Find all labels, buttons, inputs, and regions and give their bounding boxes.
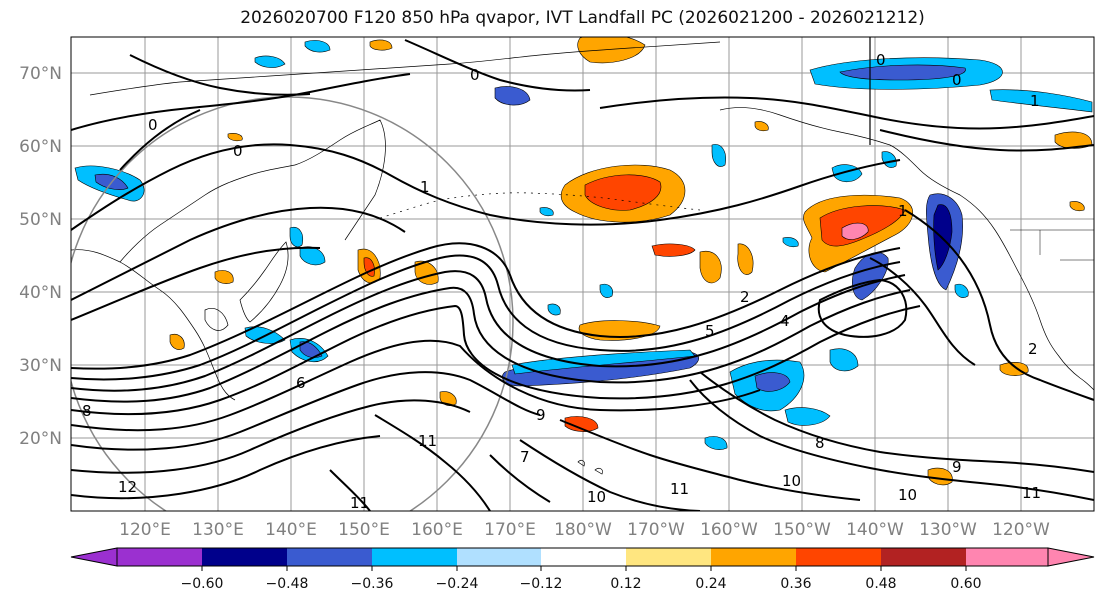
contour-label: 0 xyxy=(470,66,480,84)
contour-label: 1 xyxy=(898,202,908,220)
longitude-labels: 120°E 130°E 140°E 150°E 160°E 170°E 180°… xyxy=(119,520,1050,540)
contour-label: 10 xyxy=(587,488,606,506)
map-title: 2026020700 F120 850 hPa qvapor, IVT Land… xyxy=(240,8,925,28)
colorbar-extend-high xyxy=(1047,547,1095,567)
colorbar: −0.60 −0.48 −0.36 −0.24 −0.12 0.12 0.24 … xyxy=(70,547,1095,592)
colorbar-segment xyxy=(202,548,287,566)
colorbar-tick-label: −0.60 xyxy=(181,576,224,592)
lon-label: 160°E xyxy=(411,520,463,540)
ivt-contours xyxy=(71,39,1094,511)
colorbar-frame xyxy=(116,547,1049,567)
colorbar-segment xyxy=(457,548,541,566)
contour-label: 7 xyxy=(520,448,530,466)
contour-label: 5 xyxy=(705,322,715,340)
colorbar-tick-label: 0.12 xyxy=(610,576,641,592)
lon-label: 140°W xyxy=(846,520,904,540)
lon-label: 170°E xyxy=(484,520,536,540)
contour-label: 2 xyxy=(1028,340,1038,358)
lat-label: 60°N xyxy=(19,137,62,157)
contour-label: 2 xyxy=(740,288,750,306)
colorbar-segment xyxy=(796,548,881,566)
contour-label: 1 xyxy=(1030,92,1040,110)
map-frame xyxy=(70,36,1095,512)
contour-label: 10 xyxy=(782,472,801,490)
lon-label: 180°W xyxy=(554,520,612,540)
lon-label: 170°W xyxy=(627,520,685,540)
lat-label: 40°N xyxy=(19,283,62,303)
lon-label: 150°W xyxy=(773,520,831,540)
lat-label: 20°N xyxy=(19,429,62,449)
colorbar-segment xyxy=(287,548,372,566)
colorbar-tick-label: 0.48 xyxy=(865,576,896,592)
contour-label: 9 xyxy=(536,406,546,424)
lon-label: 160°W xyxy=(700,520,758,540)
contour-label: 9 xyxy=(952,458,962,476)
contour-label: 12 xyxy=(118,478,137,496)
lon-label: 120°E xyxy=(119,520,171,540)
lon-label: 120°W xyxy=(992,520,1050,540)
contour-label: 0 xyxy=(876,51,886,69)
contour-label: 0 xyxy=(148,116,158,134)
lat-label: 70°N xyxy=(19,64,62,84)
lon-label: 130°E xyxy=(192,520,244,540)
contour-label: 11 xyxy=(670,480,689,498)
lon-label: 130°W xyxy=(919,520,977,540)
contour-label: 0 xyxy=(233,142,243,160)
latitude-labels: 70°N 60°N 50°N 40°N 30°N 20°N xyxy=(19,64,62,449)
colorbar-tick-label: −0.12 xyxy=(520,576,563,592)
contour-label: 10 xyxy=(898,486,917,504)
lon-label: 150°E xyxy=(338,520,390,540)
contour-label: 6 xyxy=(296,374,306,392)
colorbar-tick-label: −0.36 xyxy=(351,576,394,592)
contour-labels: 0 0 0 0 0 1 1 1 2 2 4 5 6 7 8 8 9 9 10 1… xyxy=(82,51,1041,512)
reference-circle xyxy=(71,96,514,511)
lon-label: 140°E xyxy=(265,520,317,540)
colorbar-segment xyxy=(626,548,711,566)
contour-label: 11 xyxy=(418,432,437,450)
colorbar-extend-low xyxy=(70,547,118,567)
coastlines xyxy=(71,37,1094,475)
colorbar-segment xyxy=(372,548,457,566)
colorbar-segment xyxy=(881,548,966,566)
colorbar-segment xyxy=(711,548,796,566)
contour-label: 4 xyxy=(780,312,790,330)
contour-label: 11 xyxy=(350,494,369,512)
contour-label: 0 xyxy=(952,71,962,89)
colorbar-segment xyxy=(966,548,1048,566)
contour-label: 8 xyxy=(815,434,825,452)
colorbar-tick-label: 0.36 xyxy=(780,576,811,592)
colorbar-tick-label: −0.48 xyxy=(266,576,309,592)
lat-label: 30°N xyxy=(19,356,62,376)
colorbar-segment xyxy=(117,548,202,566)
colorbar-tick-label: 0.60 xyxy=(950,576,981,592)
contour-label: 8 xyxy=(82,402,92,420)
contour-label: 1 xyxy=(420,178,430,196)
contour-label: 11 xyxy=(1022,484,1041,502)
lat-label: 50°N xyxy=(19,210,62,230)
colorbar-segment xyxy=(541,548,626,566)
colorbar-tick-label: −0.24 xyxy=(436,576,479,592)
colorbar-tick-label: 0.24 xyxy=(695,576,726,592)
